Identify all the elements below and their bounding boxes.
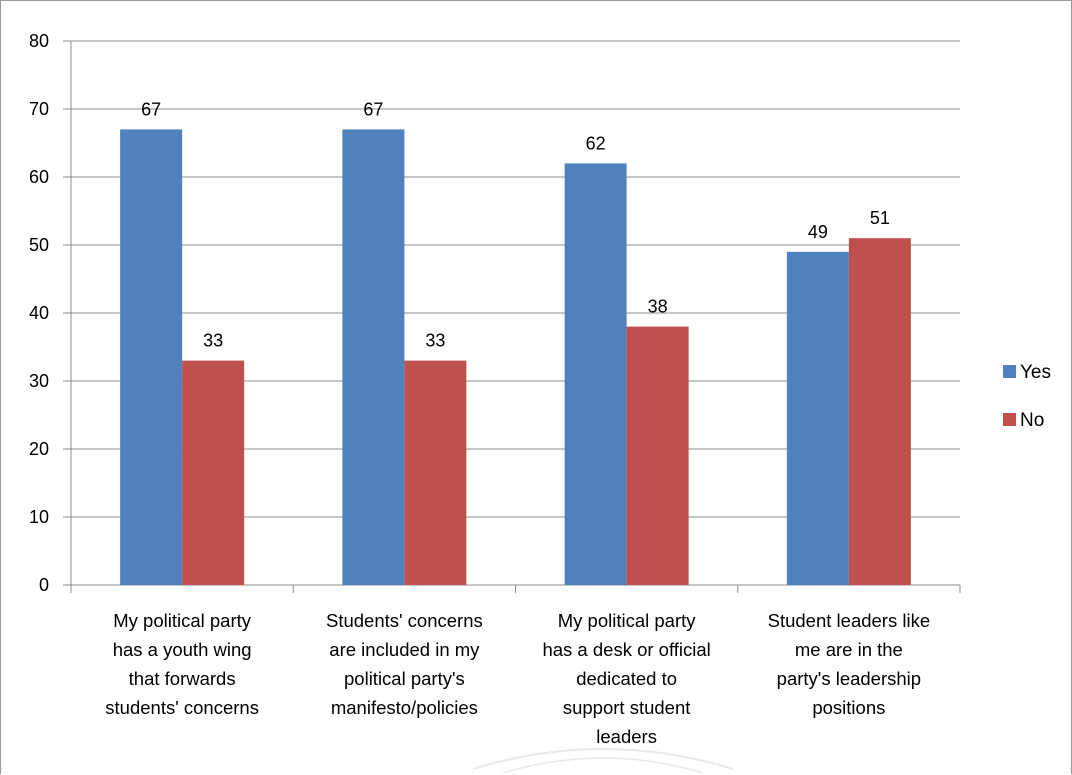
category-label: dedicated to — [576, 668, 677, 689]
bar-yes — [564, 163, 627, 585]
category-label: that forwards — [129, 668, 236, 689]
category-label: My political party — [558, 610, 697, 631]
y-tick-label: 50 — [29, 235, 49, 255]
data-label: 33 — [425, 331, 445, 351]
y-tick-label: 60 — [29, 167, 49, 187]
data-label: 62 — [586, 133, 606, 153]
legend-swatch-yes — [1003, 365, 1016, 378]
y-tick-label: 10 — [29, 507, 49, 527]
category-label: Students' concerns — [326, 610, 483, 631]
y-tick-label: 0 — [39, 575, 49, 595]
bar-no — [848, 238, 911, 585]
y-tick-label: 20 — [29, 439, 49, 459]
category-label: party's leadership — [777, 668, 921, 689]
category-label: positions — [812, 697, 885, 718]
category-label: My political party — [113, 610, 252, 631]
bar-yes — [342, 129, 405, 585]
category-label: has a youth wing — [113, 639, 252, 660]
data-label: 67 — [363, 99, 383, 119]
data-label: 33 — [203, 331, 223, 351]
y-tick-label: 30 — [29, 371, 49, 391]
category-label: manifesto/policies — [331, 697, 478, 718]
y-tick-label: 80 — [29, 31, 49, 51]
bar-no — [404, 360, 467, 585]
data-label: 38 — [648, 297, 668, 317]
data-label: 49 — [808, 222, 828, 242]
legend-label-yes: Yes — [1020, 362, 1051, 383]
category-label: support student — [563, 697, 691, 718]
data-label: 67 — [141, 99, 161, 119]
category-label: are included in my — [329, 639, 480, 660]
bar-no — [626, 326, 689, 585]
bar-no — [182, 360, 245, 585]
bar-yes — [786, 251, 849, 586]
y-tick-label: 40 — [29, 303, 49, 323]
y-tick-label: 70 — [29, 99, 49, 119]
watermark-seal — [472, 748, 734, 774]
category-label: students' concerns — [105, 697, 259, 718]
bar-yes — [120, 129, 183, 585]
category-label: me are in the — [795, 639, 903, 660]
legend-swatch-no — [1003, 413, 1016, 426]
category-label: has a desk or official — [542, 639, 710, 660]
category-label: political party's — [344, 668, 465, 689]
legend-label-no: No — [1020, 410, 1044, 431]
category-label: Student leaders like — [768, 610, 931, 631]
data-label: 51 — [870, 208, 890, 228]
category-label: leaders — [596, 726, 657, 747]
